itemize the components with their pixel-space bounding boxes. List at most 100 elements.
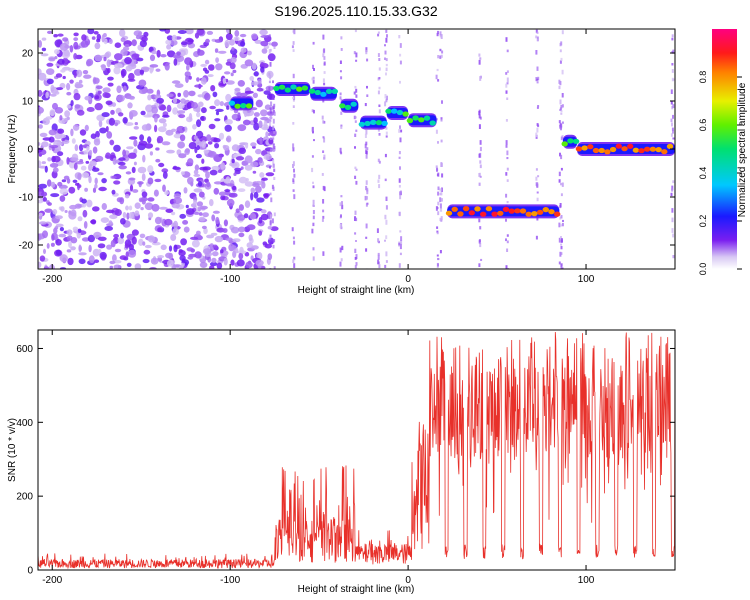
segment-cell — [561, 141, 568, 147]
streak-mark — [312, 130, 314, 134]
noise-blob — [38, 199, 43, 204]
noise-blob — [61, 179, 67, 183]
noise-blob — [81, 34, 87, 41]
streak-mark — [436, 207, 439, 210]
streak-mark — [353, 51, 356, 55]
streak-mark — [671, 34, 674, 38]
streak-mark — [440, 119, 443, 122]
segment-cell — [228, 100, 236, 106]
noise-blob — [245, 142, 249, 149]
streak-mark — [311, 126, 314, 132]
x-tick-label: 0 — [405, 575, 411, 586]
streak-mark — [364, 133, 367, 138]
streak-mark — [340, 195, 343, 198]
streak-mark — [558, 171, 561, 177]
noise-blob — [138, 140, 148, 146]
y-tick-label: 600 — [16, 344, 33, 355]
noise-blob — [77, 228, 82, 233]
noise-blob — [237, 214, 246, 221]
segment-cell — [592, 147, 600, 154]
noise-blob — [238, 226, 246, 233]
streak-mark — [365, 196, 368, 200]
streak-mark — [479, 116, 482, 120]
noise-blob — [193, 211, 200, 215]
noise-blob — [200, 77, 207, 85]
noise-blob — [99, 127, 107, 134]
streak-mark — [272, 125, 275, 131]
streak-mark — [536, 78, 539, 81]
noise-blob — [126, 262, 132, 267]
noise-blob — [77, 172, 82, 181]
noise-blob — [173, 244, 178, 253]
noise-blob — [165, 39, 172, 45]
streak-mark — [671, 37, 674, 41]
streak-mark — [312, 210, 315, 215]
noise-blob — [196, 112, 201, 118]
noise-blob — [156, 135, 164, 144]
streak-mark — [535, 176, 538, 181]
noise-blob — [212, 251, 219, 257]
signal-segment — [228, 96, 254, 111]
noise-blob — [159, 206, 168, 210]
streak-mark — [365, 236, 368, 239]
noise-blob — [149, 151, 153, 156]
streak-mark — [339, 247, 342, 253]
noise-blob — [95, 155, 104, 162]
noise-blob — [48, 57, 56, 62]
streak-mark — [269, 234, 272, 238]
noise-blob — [149, 54, 156, 62]
noise-blob — [114, 53, 123, 61]
noise-blob — [249, 213, 257, 220]
streak-mark — [366, 147, 369, 151]
noise-blob — [242, 119, 251, 126]
noise-blob — [209, 169, 218, 176]
streak-mark — [268, 49, 271, 54]
noise-blob — [110, 109, 115, 115]
noise-blob — [109, 265, 114, 269]
streak-mark — [292, 178, 295, 182]
noise-blob — [116, 94, 125, 102]
noise-blob — [116, 85, 122, 94]
streak-mark — [562, 219, 564, 222]
noise-blob — [73, 70, 77, 79]
noise-blob — [258, 230, 263, 236]
streak-mark — [355, 52, 358, 58]
segment-cell — [604, 149, 611, 155]
streak-mark — [384, 44, 386, 47]
noise-blob — [109, 260, 116, 265]
streak-mark — [437, 141, 439, 144]
noise-blob — [206, 30, 214, 35]
noise-blob — [119, 197, 125, 205]
noise-blob — [172, 166, 181, 170]
streak-mark — [398, 263, 401, 268]
noise-blob — [42, 230, 48, 239]
streak-mark — [293, 240, 296, 245]
noise-blob — [73, 53, 78, 60]
noise-blob — [157, 227, 163, 233]
noise-blob — [206, 181, 211, 188]
streak-mark — [400, 240, 403, 245]
noise-blob — [253, 191, 259, 199]
streak-mark — [354, 210, 357, 215]
streak-mark — [270, 148, 273, 153]
x-tick-label: 100 — [578, 575, 595, 586]
noise-blob — [230, 245, 237, 251]
noise-blob — [270, 226, 279, 232]
streak-mark — [478, 263, 481, 267]
streak-mark — [292, 189, 295, 192]
noise-blob — [120, 48, 128, 57]
noise-blob — [54, 56, 58, 60]
streak-mark — [378, 160, 381, 164]
segment-cell — [627, 143, 634, 149]
streak-mark — [377, 261, 380, 265]
noise-blob — [96, 38, 101, 43]
noise-blob — [193, 173, 201, 177]
streak-mark — [506, 167, 509, 171]
x-tick-label: -200 — [42, 575, 62, 586]
segment-cell — [350, 101, 357, 107]
streak-mark — [535, 168, 538, 171]
streak-mark — [313, 139, 315, 142]
noise-blob — [229, 62, 236, 70]
streak-mark — [355, 262, 358, 266]
streak-mark — [322, 199, 325, 204]
